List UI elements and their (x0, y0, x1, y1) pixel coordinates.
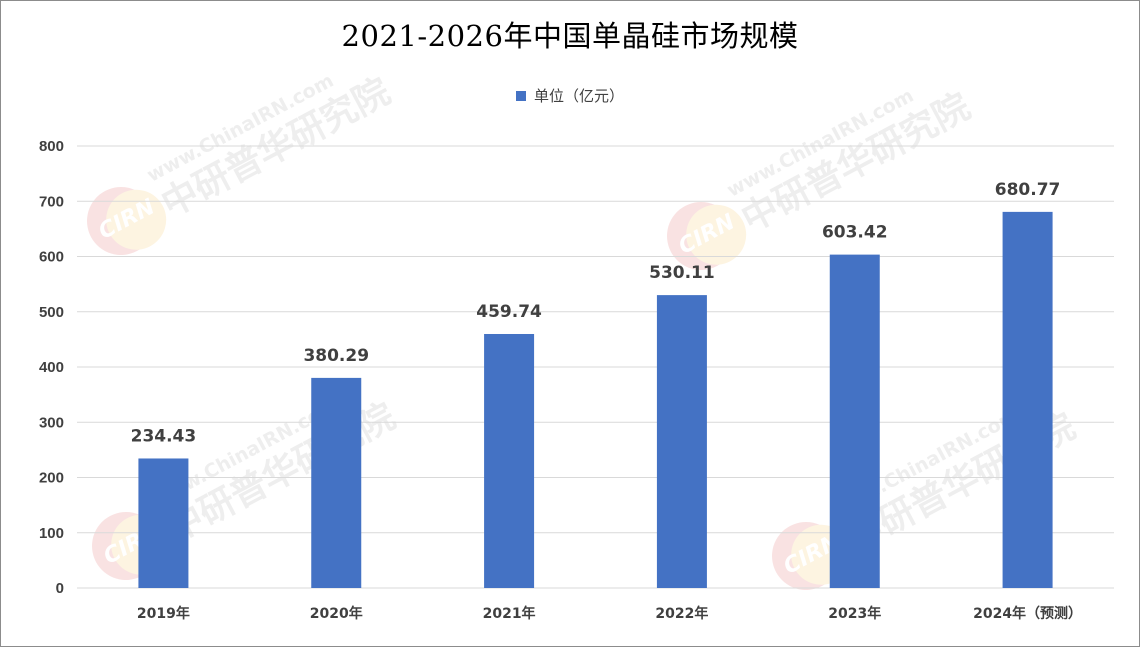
x-tick-label: 2020年 (310, 605, 363, 622)
bar (311, 377, 362, 588)
x-tick-label: 2019年 (137, 605, 190, 622)
y-tick-label: 200 (39, 470, 64, 487)
data-label: 530.11 (649, 263, 715, 283)
y-tick-label: 600 (39, 249, 64, 266)
data-label: 380.29 (303, 346, 369, 366)
chart-title: 2021-2026年中国单晶硅市场规模 (341, 19, 799, 53)
watermark-logo-red (772, 522, 840, 590)
y-tick-label: 100 (39, 525, 64, 542)
chart-legend: 单位（亿元） (1, 85, 1139, 106)
x-tick-label: 2023年 (828, 605, 881, 622)
bar (829, 254, 880, 588)
x-tick-label: 2024年（预测） (973, 605, 1082, 622)
bar (1002, 211, 1053, 588)
bar (484, 333, 535, 588)
data-label: 234.43 (131, 426, 197, 446)
x-tick-label: 2021年 (483, 605, 536, 622)
watermark-logo-yellow (686, 204, 747, 265)
legend-swatch (515, 90, 526, 101)
y-tick-label: 800 (39, 138, 64, 155)
data-label: 680.77 (995, 180, 1061, 200)
y-tick-label: 400 (39, 359, 64, 376)
y-tick-label: 0 (56, 580, 64, 597)
watermark-logo-red (667, 202, 735, 270)
bar (138, 458, 189, 588)
bar (656, 295, 707, 588)
y-tick-label: 300 (39, 414, 64, 431)
x-tick-label: 2022年 (655, 605, 708, 622)
data-label: 459.74 (476, 302, 542, 322)
data-label: 603.42 (822, 223, 888, 243)
watermark-logo-yellow (106, 189, 167, 250)
y-tick-label: 500 (39, 304, 64, 321)
watermark-logo-red (87, 187, 155, 255)
legend-label: 单位（亿元） (533, 87, 624, 105)
y-tick-label: 700 (39, 193, 64, 210)
